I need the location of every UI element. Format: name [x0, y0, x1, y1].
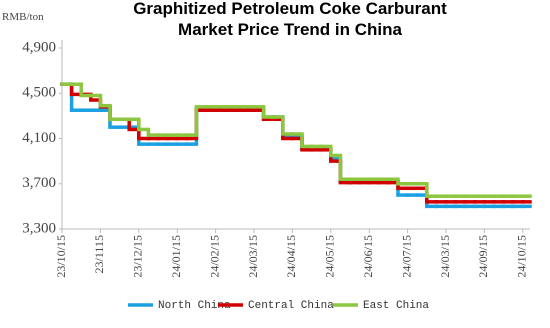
series	[60, 82, 532, 204]
x-tick-label: 24/01/15	[169, 235, 183, 278]
series	[60, 82, 532, 198]
y-tick-label: 4,900	[22, 39, 56, 55]
x-tick-label: 23/1115	[92, 235, 106, 273]
x-tick-label: 23/12/15	[131, 235, 145, 278]
legend-label: North China	[158, 300, 231, 312]
series	[60, 82, 532, 209]
legend-label: East China	[363, 300, 429, 312]
x-tick-label: 24/05/15	[323, 235, 337, 278]
x-tick-label: 24/06/15	[361, 235, 375, 278]
step-riser	[69, 84, 429, 207]
y-tick-label: 4,500	[22, 85, 56, 101]
x-tick-label: 24/03/15	[246, 235, 260, 278]
step-riser	[79, 84, 429, 197]
x-tick-label: 24/04/15	[284, 235, 298, 278]
legend-label: Central China	[248, 300, 334, 312]
y-axis-label: RMB/ton	[2, 11, 44, 23]
x-tick-label: 24/02/15	[207, 235, 221, 278]
x-tick-label: 24/07/15	[399, 235, 413, 278]
x-tick-label: 23/10/15	[54, 235, 68, 278]
chart-title: Graphitized Petroleum Coke Carburant Mark…	[133, 0, 447, 39]
x-tick-label: 24/09/15	[476, 235, 490, 278]
y-tick-label: 4,100	[22, 130, 56, 146]
x-tick-label: 24/03/15	[438, 235, 452, 278]
y-tick-label: 3,700	[22, 175, 56, 191]
y-tick-label: 3,300	[22, 220, 56, 236]
x-tick-label: 24/10/15	[515, 235, 529, 278]
